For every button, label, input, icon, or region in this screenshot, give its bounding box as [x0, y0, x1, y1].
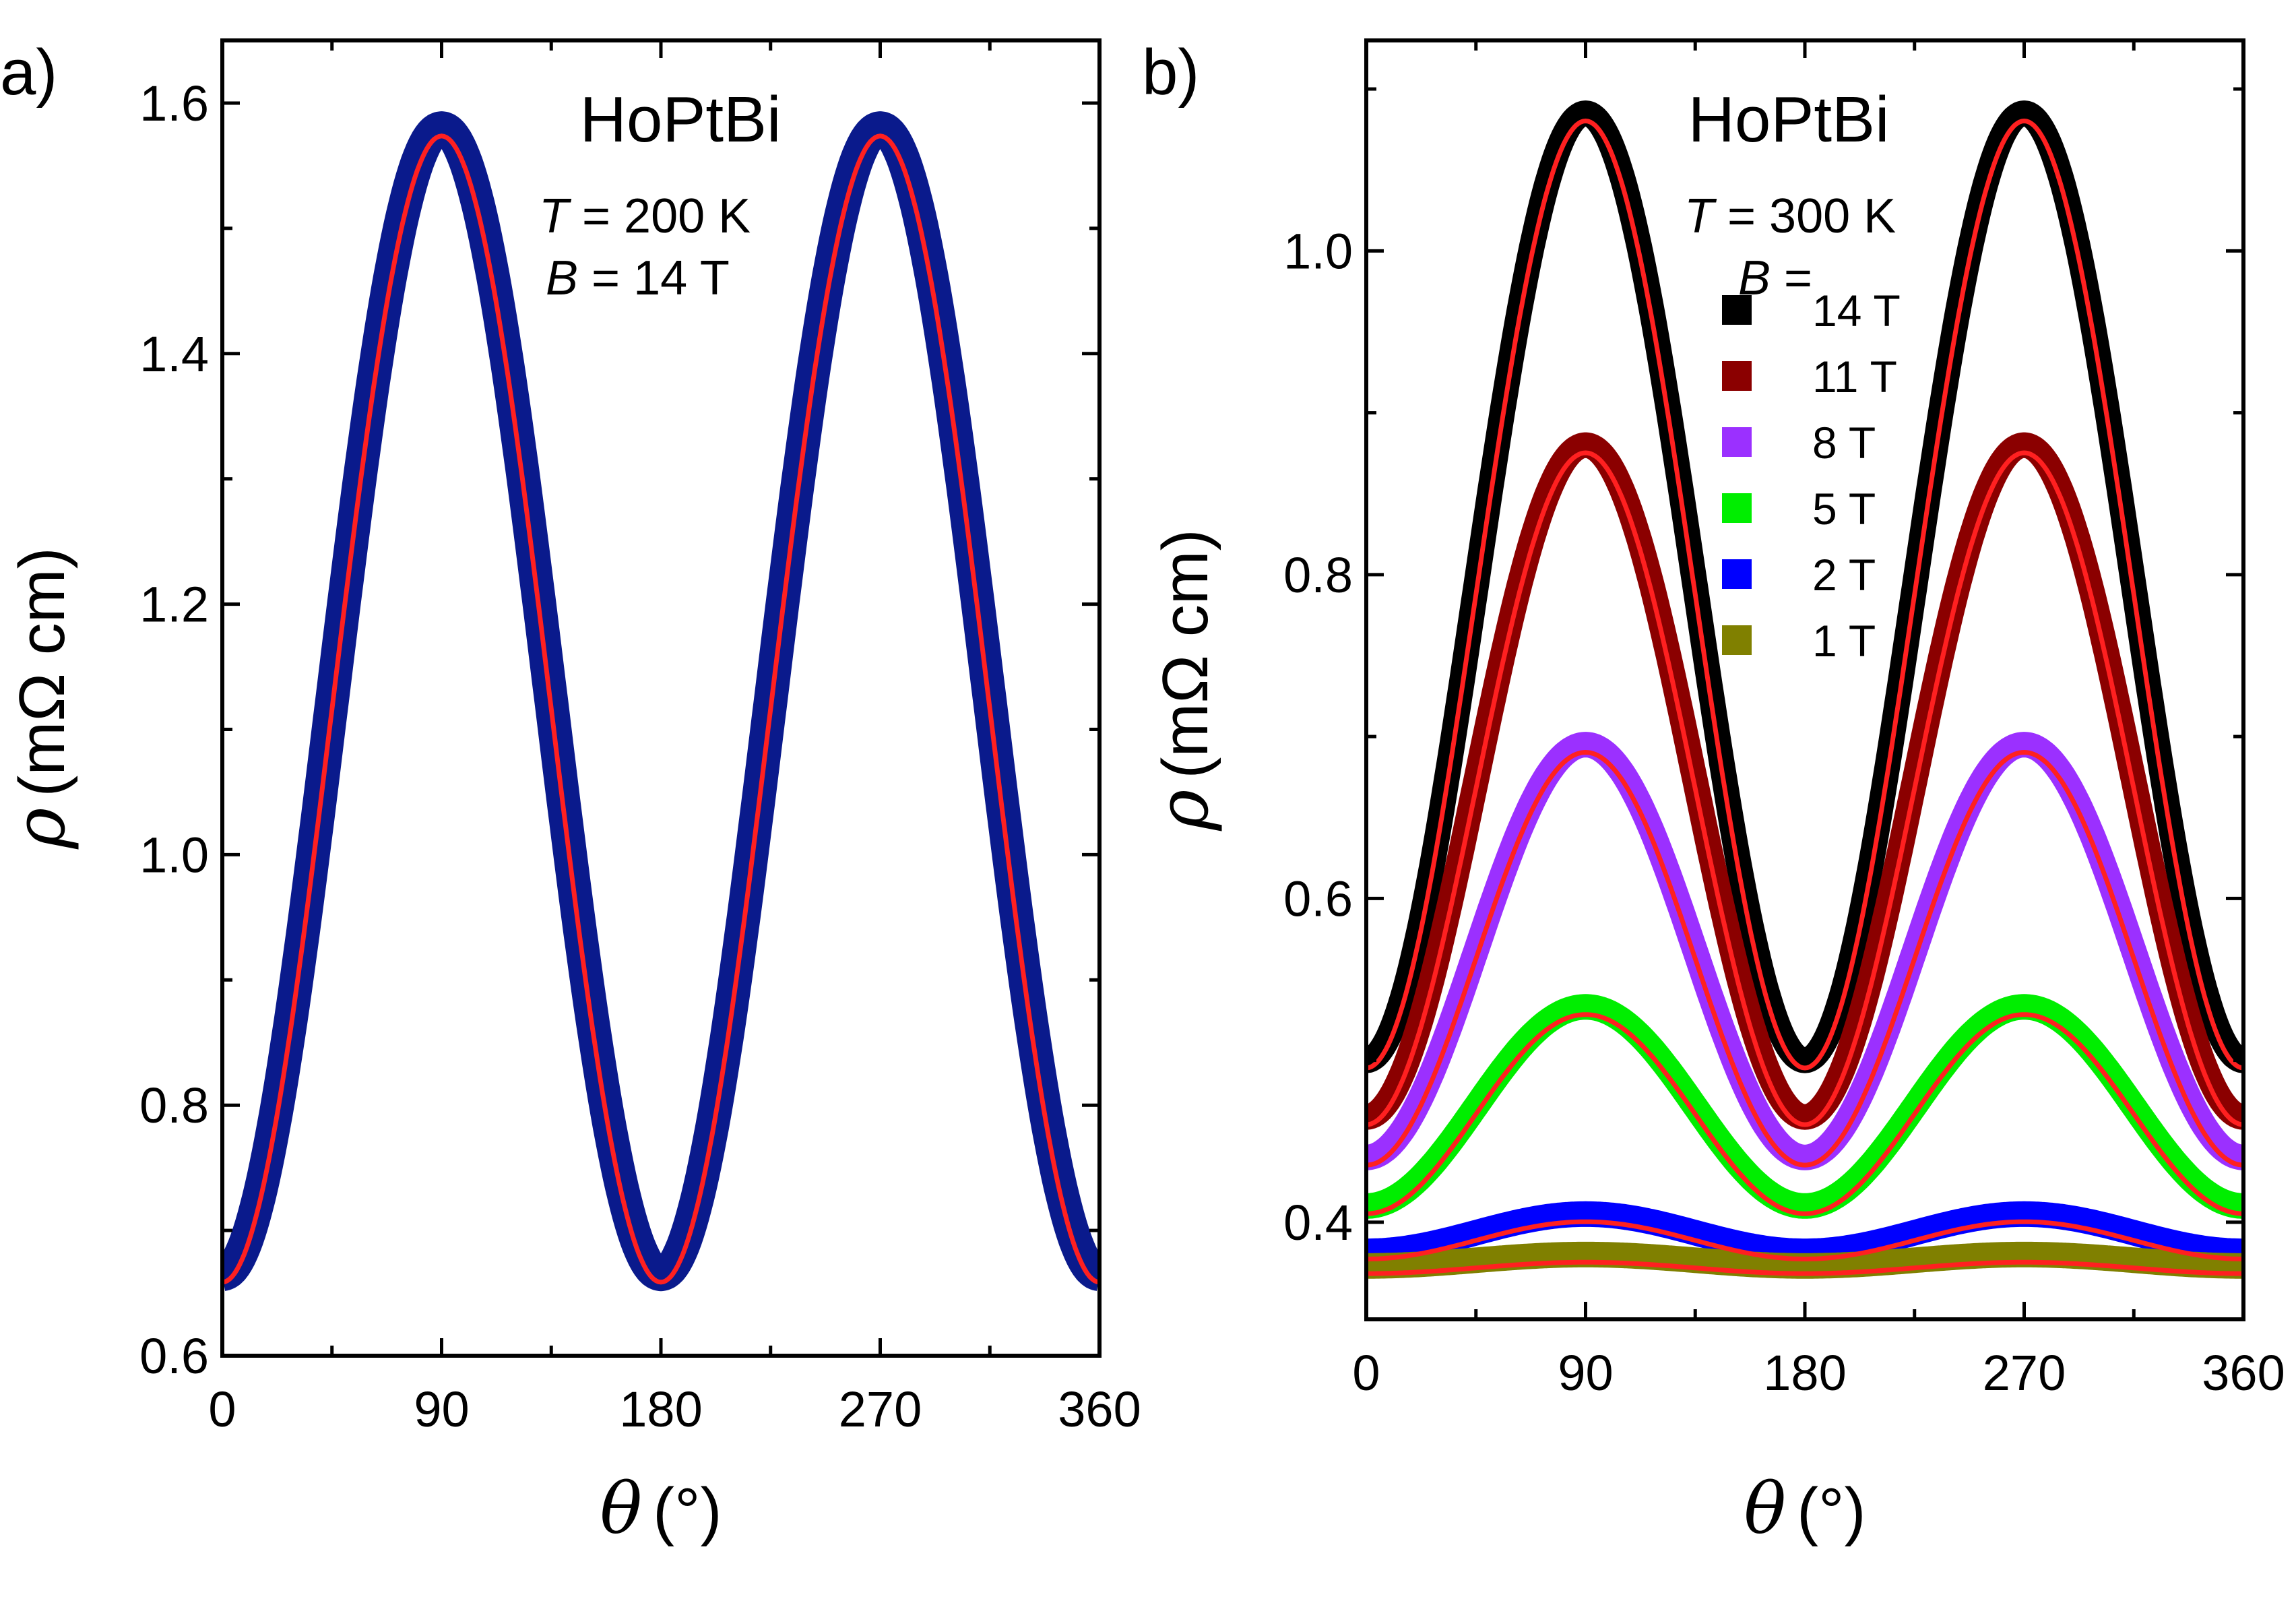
- x-tick-label: 0: [1352, 1345, 1380, 1401]
- y-axis-label: ρ(mΩ cm): [0, 547, 81, 849]
- y-axis-label: ρ(mΩ cm): [1142, 529, 1224, 831]
- legend-label: 8 T: [1812, 418, 1876, 468]
- plot-area: [222, 111, 1099, 1292]
- x-tick-label: 270: [839, 1381, 922, 1437]
- annotation-B: B = 14 T: [546, 251, 730, 305]
- legend-marker: [1722, 493, 1752, 523]
- x-tick-label: 180: [619, 1381, 702, 1437]
- legend-label: 2 T: [1812, 550, 1876, 600]
- chart-panel-a: 0 90 180 270 360 0.6 0.8 1.0 1.2 1.4 1.6 θ (°) ρ(mΩ c…: [0, 36, 1141, 1550]
- annotation-T: T = 300 K: [1684, 189, 1896, 243]
- y-tick-label: 0.8: [139, 1077, 209, 1133]
- legend-label: 5 T: [1812, 484, 1876, 534]
- plot-area: [1366, 100, 2243, 1279]
- legend-marker: [1722, 559, 1752, 589]
- chart-panel-b: 0 90 180 270 360 0.4 0.6 0.8 1.0 θ (°) ρ(mΩ cm) b) Ho…: [1142, 36, 2285, 1550]
- y-tick-label: 0.4: [1283, 1195, 1353, 1251]
- x-tick-label: 270: [1983, 1345, 2066, 1401]
- annotation-T: T = 200 K: [539, 189, 751, 243]
- y-tick-label: 0.6: [139, 1328, 209, 1384]
- series-8T-data: [1366, 732, 2243, 1170]
- panel-label: a): [0, 36, 57, 108]
- y-tick-label: 1.2: [139, 577, 209, 633]
- series-8T-fit-line: [1366, 749, 2243, 1168]
- legend-marker: [1722, 625, 1752, 655]
- panel-label: b): [1142, 36, 1199, 108]
- series-14T-fit-line: [1366, 118, 2243, 1071]
- legend-marker: [1722, 361, 1752, 391]
- x-tick-label: 0: [208, 1381, 236, 1437]
- legend-label: 11 T: [1812, 352, 1897, 402]
- series-5T-fit-line: [1366, 1012, 2243, 1216]
- series-1T-fit-line: [1366, 1259, 2243, 1276]
- y-tick-label: 0.8: [1283, 547, 1353, 603]
- series-14T-fit-line: [222, 133, 1099, 1285]
- y-tick-label: 1.0: [1283, 223, 1353, 279]
- y-tick-label: 1.4: [139, 326, 209, 382]
- series-5T-data: [1366, 994, 2243, 1219]
- x-axis-label: θ (°): [600, 1468, 722, 1550]
- legend-label: 1 T: [1812, 616, 1876, 666]
- series-2T-data: [1366, 1201, 2243, 1265]
- chart-title: HoPtBi: [1688, 84, 1890, 156]
- series-11T-fit-line: [1366, 450, 2243, 1127]
- x-tick-label: 180: [1763, 1345, 1846, 1401]
- x-tick-label: 90: [1558, 1345, 1613, 1401]
- chart-title: HoPtBi: [580, 84, 782, 156]
- series-1T-data: [1366, 1241, 2243, 1279]
- y-tick-label: 0.6: [1283, 871, 1353, 926]
- legend-label: 14 T: [1812, 286, 1901, 336]
- series-11T-data: [1366, 432, 2243, 1130]
- legend-marker: [1722, 295, 1752, 325]
- y-tick-label: 1.6: [139, 75, 209, 131]
- x-axis-label: θ (°): [1744, 1468, 1866, 1550]
- series-2T-fit-line: [1366, 1219, 2243, 1261]
- annotation-B: B =: [1738, 251, 1812, 305]
- legend: 14 T 11 T 8 T 5 T 2 T 1 T: [1722, 286, 1901, 666]
- legend-marker: [1722, 427, 1752, 457]
- x-tick-label: 360: [1058, 1381, 1141, 1437]
- y-tick-label: 1.0: [139, 827, 209, 883]
- x-tick-label: 360: [2202, 1345, 2285, 1401]
- x-tick-label: 90: [414, 1381, 469, 1437]
